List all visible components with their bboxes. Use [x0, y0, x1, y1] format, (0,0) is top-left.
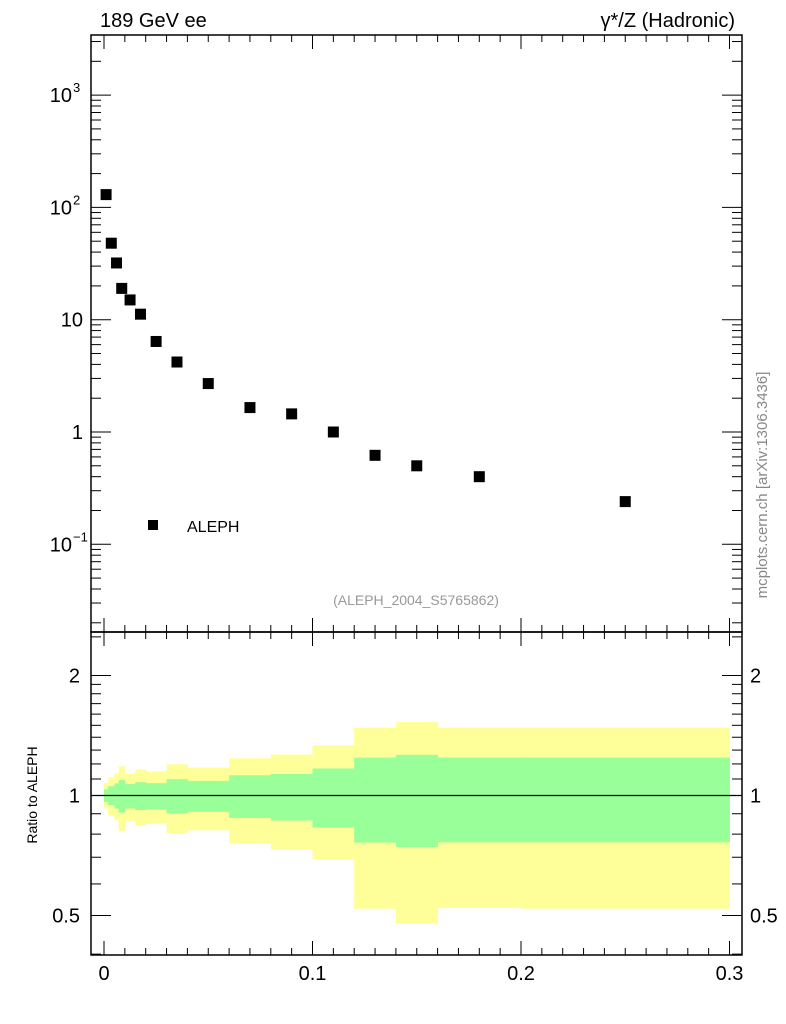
- band-stat-bin: [229, 775, 272, 819]
- data-point: [134, 308, 146, 320]
- y-tick-exponent: −1: [73, 529, 88, 544]
- ratio-y-tick-label-left: 1: [69, 786, 80, 808]
- band-stat-bin: [312, 768, 355, 828]
- data-point: [202, 378, 214, 390]
- band-stat-bin: [521, 757, 730, 843]
- data-point: [111, 257, 123, 269]
- main-frame: [90, 34, 743, 633]
- y-tick-label: 10: [50, 197, 72, 219]
- y-tick-label: 10: [50, 534, 72, 556]
- data-point: [105, 237, 117, 249]
- band-stat-bin: [354, 757, 397, 843]
- legend-label: ALEPH: [187, 519, 239, 536]
- data-point: [116, 282, 128, 294]
- data-point: [369, 449, 381, 461]
- watermark: mcplots.cern.ch [arXiv:1306.3436]: [754, 372, 771, 599]
- data-point: [327, 426, 339, 438]
- band-stat-bin: [166, 779, 188, 814]
- x-tick-label: 0.3: [716, 963, 744, 985]
- ratio-bands: [91, 721, 742, 924]
- band-stat-bin: [135, 782, 147, 811]
- band-stat-bin: [187, 780, 230, 812]
- header-left: 189 GeV ee: [100, 10, 207, 32]
- data-point: [150, 335, 162, 347]
- y-tick-label: 1: [72, 422, 83, 444]
- x-tick-label: 0.1: [299, 963, 327, 985]
- data-point: [124, 294, 136, 306]
- legend-marker: [148, 520, 158, 530]
- ratio-y-tick-label-right: 1: [750, 786, 761, 808]
- axis-ticks: [91, 35, 742, 955]
- data-points: [100, 189, 631, 508]
- data-point: [244, 402, 256, 414]
- y-tick-label: 10: [61, 310, 83, 332]
- header-right: γ*/Z (Hadronic): [601, 10, 735, 32]
- ratio-y-tick-label-left: 2: [69, 666, 80, 688]
- data-point: [411, 460, 423, 472]
- data-point: [100, 189, 112, 201]
- data-point: [473, 471, 485, 483]
- y-tick-label: 10: [50, 85, 72, 107]
- band-stat-bin: [118, 780, 126, 813]
- band-stat-bin: [270, 773, 313, 821]
- x-tick-label: 0.2: [507, 963, 535, 985]
- band-stat-bin: [124, 783, 136, 809]
- analysis-id: (ALEPH_2004_S5765862): [333, 592, 499, 608]
- y-tick-exponent: 2: [73, 192, 80, 207]
- band-stat-bin: [145, 783, 168, 810]
- band-stat-bin: [395, 754, 439, 848]
- ratio-y-tick-label-right: 0.5: [750, 906, 778, 928]
- x-tick-label: 0: [98, 963, 109, 985]
- ratio-y-tick-label-right: 2: [750, 666, 761, 688]
- data-point: [286, 408, 298, 420]
- ratio-y-tick-label-left: 0.5: [52, 906, 80, 928]
- data-point: [619, 496, 631, 508]
- y-tick-exponent: 3: [73, 80, 80, 95]
- band-stat-bin: [437, 757, 522, 843]
- data-point: [171, 356, 183, 368]
- ratio-ylabel: Ratio to ALEPH: [24, 746, 40, 843]
- ratio-frame: [90, 631, 743, 956]
